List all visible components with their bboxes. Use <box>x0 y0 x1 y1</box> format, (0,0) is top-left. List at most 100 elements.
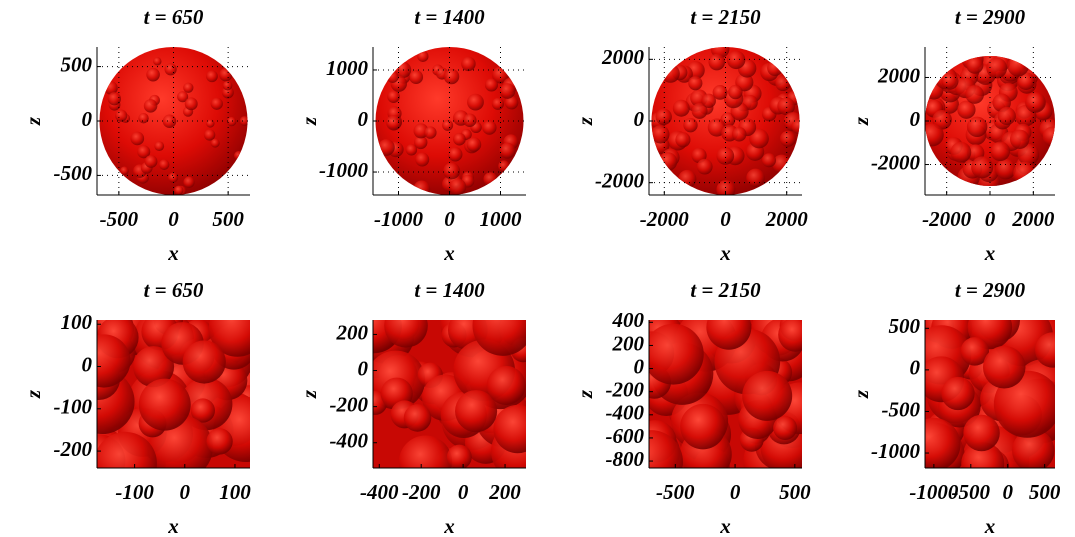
bump <box>467 137 482 152</box>
bump <box>443 162 460 179</box>
bump <box>467 94 484 111</box>
bump <box>683 118 697 132</box>
y-tick-label: -800 <box>606 447 645 471</box>
bump <box>449 179 466 196</box>
panel-title: t = 650 <box>144 278 204 302</box>
bump <box>775 76 790 91</box>
bump <box>417 51 428 62</box>
texture <box>70 300 279 495</box>
y-tick-label: 200 <box>612 331 645 355</box>
panel-title: t = 2900 <box>955 278 1026 302</box>
y-tick-label: 500 <box>889 314 921 338</box>
y-tick-label: 200 <box>336 320 369 344</box>
panel-title: t = 2900 <box>955 5 1026 29</box>
bump <box>485 78 498 91</box>
bump <box>746 169 765 188</box>
bump <box>115 110 127 122</box>
panel-title: t = 2150 <box>690 278 761 302</box>
bump <box>146 68 160 82</box>
bump <box>673 100 690 117</box>
y-tick-label: -1000 <box>871 439 920 463</box>
y-axis-label: z <box>21 389 45 399</box>
bump <box>780 131 796 147</box>
bump <box>680 404 726 450</box>
y-tick-label: 0 <box>82 107 93 131</box>
y-tick-label: 0 <box>82 352 93 376</box>
x-tick-label: -1000 <box>374 207 423 231</box>
x-tick-label: 500 <box>212 207 244 231</box>
panel-title: t = 2150 <box>690 5 761 29</box>
bump <box>498 160 510 172</box>
x-tick-label: 0 <box>180 480 191 504</box>
bump <box>447 445 472 470</box>
bump <box>728 85 742 99</box>
bump <box>204 129 215 140</box>
bump <box>174 186 183 195</box>
x-tick-label: 0 <box>1002 480 1013 504</box>
x-tick-label: -2000 <box>640 207 689 231</box>
bump <box>732 127 746 141</box>
y-tick-label: -500 <box>882 397 921 421</box>
bump <box>727 51 745 69</box>
x-tick-label: 0 <box>730 480 741 504</box>
surface <box>921 48 1063 193</box>
y-tick-label: -200 <box>54 437 93 461</box>
bump <box>1007 55 1029 77</box>
y-tick-label: 2000 <box>601 45 645 69</box>
surface <box>70 300 279 495</box>
y-tick-label: -2000 <box>595 168 644 192</box>
bump <box>706 305 751 350</box>
y-axis-label: z <box>297 389 321 399</box>
bump <box>492 98 504 110</box>
bump <box>742 371 792 421</box>
bump <box>108 92 121 105</box>
bump <box>500 83 516 99</box>
x-tick-label: 200 <box>488 480 521 504</box>
bump <box>120 166 129 175</box>
x-tick-label: -400 <box>360 480 399 504</box>
bump <box>1013 162 1036 185</box>
bump <box>678 170 696 188</box>
bump <box>767 60 783 76</box>
bump <box>482 120 496 134</box>
bump <box>424 126 436 138</box>
bump <box>219 68 232 81</box>
bump <box>966 57 983 74</box>
y-tick-label: -2000 <box>871 150 920 174</box>
y-axis-label: z <box>849 389 873 399</box>
x-tick-label: 0 <box>720 207 731 231</box>
bump <box>378 139 395 156</box>
y-axis-label: z <box>573 116 597 126</box>
y-tick-label: 0 <box>358 356 369 380</box>
bump <box>1025 92 1046 113</box>
y-tick-label: 2000 <box>877 63 921 87</box>
bump <box>675 132 690 147</box>
bump <box>223 81 233 91</box>
panel-title: t = 1400 <box>414 5 485 29</box>
y-tick-label: 0 <box>910 107 921 131</box>
bump <box>234 151 243 160</box>
bump <box>941 377 974 410</box>
y-tick-label: -1000 <box>319 158 368 182</box>
x-axis-label: x <box>719 514 731 537</box>
y-tick-label: -200 <box>330 392 369 416</box>
bump <box>211 139 220 148</box>
x-axis-label: x <box>984 514 996 537</box>
y-tick-label: -400 <box>606 401 645 425</box>
x-tick-label: 2000 <box>1011 207 1055 231</box>
y-axis-label: z <box>297 116 321 126</box>
x-tick-label: -100 <box>115 480 154 504</box>
bump <box>144 99 158 113</box>
bump <box>499 143 515 159</box>
surface <box>100 47 250 196</box>
y-tick-label: 500 <box>61 52 93 76</box>
bump <box>656 109 672 125</box>
x-axis-label: x <box>984 241 996 265</box>
bump <box>159 159 170 170</box>
bump <box>183 83 193 93</box>
bump <box>986 58 1007 79</box>
bump <box>165 63 177 75</box>
y-tick-label: 1000 <box>326 56 369 80</box>
bump <box>130 132 144 146</box>
x-axis-label: x <box>719 241 731 265</box>
